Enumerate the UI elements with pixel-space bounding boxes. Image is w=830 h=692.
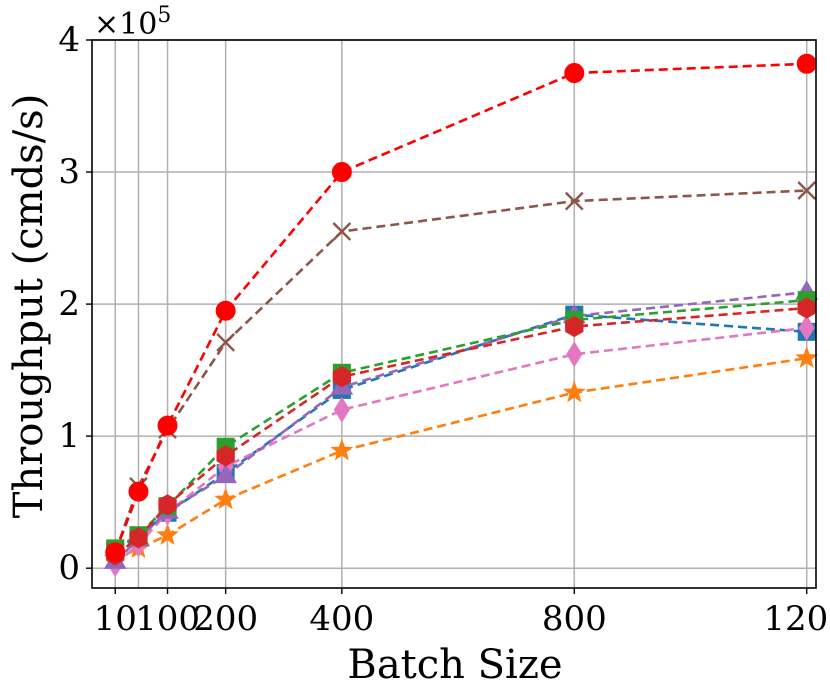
data-point [797, 181, 817, 200]
data-point [215, 300, 236, 321]
series-bright-red [105, 53, 817, 563]
y-multiplier-label: ×105 [94, 3, 171, 42]
x-tick-label: 200 [193, 599, 258, 639]
data-point [797, 297, 816, 319]
series-orange [103, 346, 819, 569]
series-line-purple [114, 290, 807, 563]
data-point [216, 445, 235, 467]
data-point [214, 463, 237, 484]
data-point [564, 191, 584, 211]
data-point [331, 162, 352, 183]
data-point [333, 396, 350, 423]
y-multiplier-exponent: 5 [157, 3, 171, 28]
y-tick-label: 1 [58, 416, 80, 456]
data-point [796, 53, 817, 74]
y-tick-label: 4 [58, 20, 80, 60]
data-point [330, 438, 354, 461]
data-point [214, 487, 237, 510]
data-point [216, 333, 235, 352]
data-point [565, 315, 584, 338]
grid [92, 39, 816, 588]
data-point [157, 415, 178, 436]
data-point [129, 527, 148, 549]
x-tick-label: 10 [94, 599, 137, 639]
data-point [564, 63, 585, 84]
data-point [332, 222, 352, 241]
x-tick-label: 400 [309, 599, 374, 639]
data-point [562, 380, 586, 403]
y-axis-title: Throughput (cmds/s) [6, 94, 52, 519]
y-tick-label: 0 [58, 548, 80, 588]
series-green [106, 291, 816, 558]
x-tick-label: 100 [135, 599, 200, 639]
data-point [795, 346, 819, 368]
x-axis-title: Batch Size [347, 642, 562, 688]
data-point [105, 542, 126, 563]
data-point [798, 314, 815, 341]
series-pink [107, 314, 815, 578]
x-tick-label: 800 [542, 599, 607, 639]
series-blue [106, 305, 816, 559]
tick-marks [86, 39, 808, 594]
plot-frame [91, 39, 817, 589]
data-point [566, 341, 583, 368]
series-layer [103, 53, 819, 578]
data-point [332, 366, 352, 388]
data-point [128, 481, 149, 502]
data-point [156, 523, 179, 545]
series-brown [105, 181, 817, 562]
y-tick-label: 3 [58, 152, 80, 192]
data-point [158, 494, 177, 516]
y-tick-label: 2 [58, 284, 80, 324]
